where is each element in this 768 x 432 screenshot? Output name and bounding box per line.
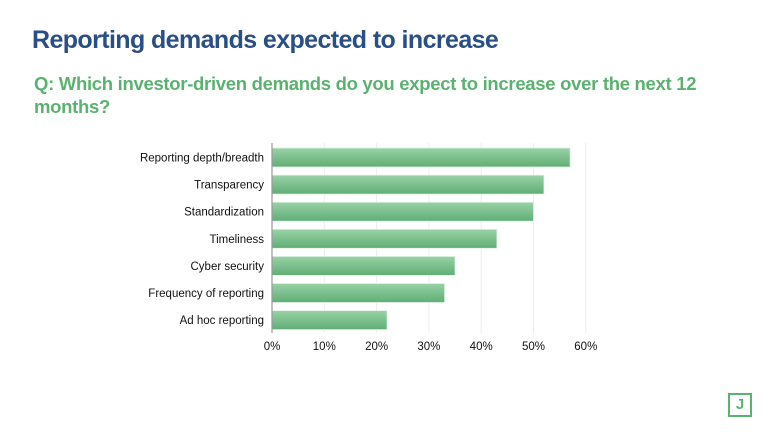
- category-label: Transparency: [194, 180, 264, 192]
- x-tick-label: 40%: [470, 341, 493, 353]
- bar: [271, 283, 445, 303]
- x-tick-label: 30%: [417, 341, 440, 353]
- x-tick-label: 60%: [574, 341, 597, 353]
- category-label: Timeliness: [209, 234, 264, 246]
- bar: [271, 174, 545, 195]
- x-tick-label: 0%: [264, 341, 281, 353]
- category-label: Cyber security: [191, 261, 265, 273]
- x-tick-label: 10%: [313, 341, 336, 353]
- x-tick-label: 50%: [522, 341, 545, 353]
- category-label: Frequency of reporting: [148, 288, 264, 300]
- bar: [271, 147, 571, 168]
- category-labels: Reporting depth/breadth Transparency Stand…: [140, 153, 264, 328]
- category-label: Standardization: [184, 207, 264, 219]
- page-title: Reporting demands expected to increase: [32, 26, 499, 54]
- x-tick-label: 20%: [365, 341, 388, 353]
- survey-question: Q: Which investor-driven demands do you …: [34, 73, 697, 117]
- category-label: Reporting depth/breadth: [140, 153, 264, 165]
- company-logo: J: [728, 393, 752, 417]
- x-tick-labels: 0% 10% 20% 30% 40% 50% 60%: [264, 341, 598, 353]
- bar: [271, 310, 388, 331]
- bar: [271, 255, 456, 276]
- bar: [271, 201, 534, 222]
- category-label: Ad hoc reporting: [180, 315, 264, 327]
- bar: [271, 228, 498, 249]
- bars: [271, 147, 571, 331]
